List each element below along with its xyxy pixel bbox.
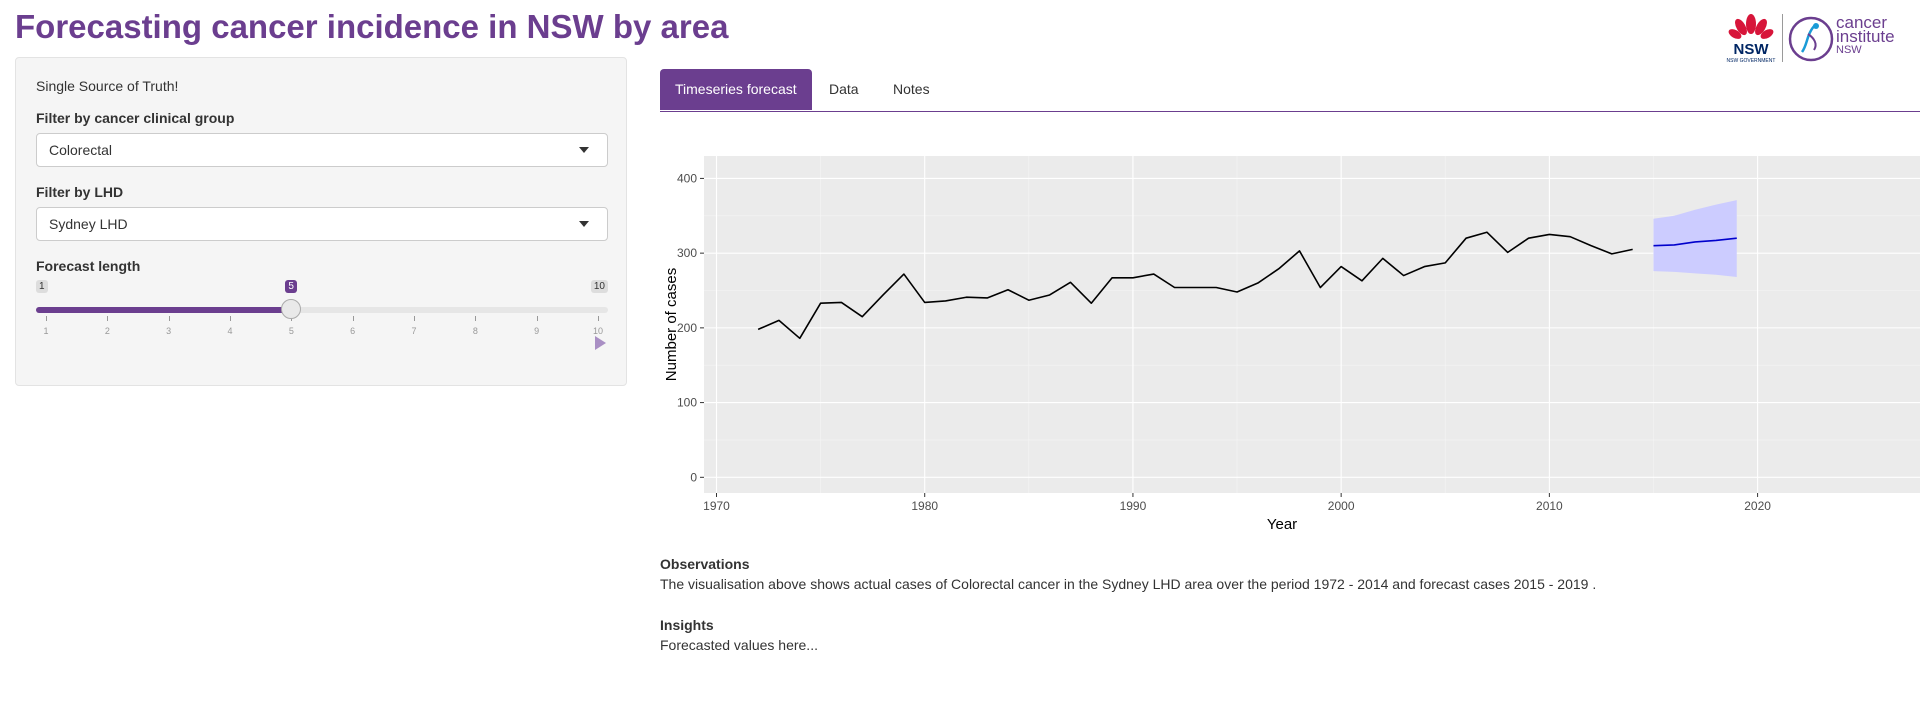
slider-handle[interactable] xyxy=(281,299,302,319)
forecast-interval-band xyxy=(1653,200,1737,278)
slider-tick xyxy=(352,316,354,321)
slider-max-label: 10 xyxy=(590,280,608,293)
sidebar-panel: Single Source of Truth! Filter by cancer… xyxy=(15,57,627,386)
y-tick-label: 400 xyxy=(677,171,697,185)
slider-tick xyxy=(107,316,109,321)
plot-panel xyxy=(704,156,1920,493)
slider-tick-label: 5 xyxy=(288,326,294,336)
slider-tick xyxy=(598,316,599,321)
slider-tick-label: 7 xyxy=(411,326,417,336)
observations-text: The visualisation above shows actual cas… xyxy=(660,576,1597,592)
slider-tick xyxy=(536,316,538,321)
chevron-down-icon xyxy=(579,147,589,153)
logo-text-line1: cancer xyxy=(1836,13,1888,32)
y-tick-label: 0 xyxy=(690,470,697,484)
logo-text-line3: NSW xyxy=(1836,44,1862,56)
y-axis-title: Number of cases xyxy=(663,268,680,381)
lhd-value: Sydney LHD xyxy=(49,216,128,232)
slider-tick-label: 6 xyxy=(350,326,356,336)
x-axis-title: Year xyxy=(1267,516,1297,533)
slider-tick-label: 10 xyxy=(592,326,603,336)
tab-notes[interactable]: Notes xyxy=(893,81,930,97)
cancer-institute-logo: cancer institute NSW xyxy=(1788,14,1912,64)
logo-divider xyxy=(1782,14,1783,62)
tab-timeseries-forecast[interactable]: Timeseries forecast xyxy=(660,69,812,110)
forecast-length-slider[interactable]: 1 10 5 1 2 3 4 5 6 7 8 9 10 xyxy=(36,280,608,360)
tab-data[interactable]: Data xyxy=(829,81,859,97)
slider-tick xyxy=(230,316,231,321)
slider-value-label: 5 xyxy=(285,280,297,293)
logo-text-line2: institute xyxy=(1836,27,1895,46)
slider-tick xyxy=(414,316,415,321)
slider-track[interactable] xyxy=(36,307,608,313)
insights-heading: Insights xyxy=(660,617,714,633)
slider-fill xyxy=(36,307,292,313)
slider-tick-label: 3 xyxy=(166,326,172,336)
actual-cases-line xyxy=(757,231,1633,340)
slider-tick-label: 2 xyxy=(104,326,110,336)
chevron-down-icon xyxy=(579,221,589,227)
slider-tick xyxy=(46,316,47,321)
forecast-chart-svg: 1970 1980 1990 2000 2010 2020 0 100 200 300 400 Yea… xyxy=(663,156,1920,533)
page-title: Forecasting cancer incidence in NSW by a… xyxy=(15,8,729,45)
forecast-length-label: Forecast length xyxy=(36,258,141,274)
slider-tick-label: 1 xyxy=(43,326,49,336)
slider-tick xyxy=(168,316,170,321)
forecast-chart: 1970 1980 1990 2000 2010 2020 0 100 200 300 400 Yea… xyxy=(660,150,1920,540)
play-animation-icon[interactable] xyxy=(595,336,606,350)
x-tick-label: 1970 xyxy=(703,499,730,513)
lhd-label: Filter by LHD xyxy=(36,184,124,200)
cancer-group-select[interactable]: Colorectal xyxy=(36,133,608,167)
x-tick-label: 2010 xyxy=(1536,499,1563,513)
x-tick-label: 1990 xyxy=(1120,499,1147,513)
slider-min-label: 1 xyxy=(36,280,48,293)
slider-tick-label: 9 xyxy=(534,326,540,336)
cancer-group-label: Filter by cancer clinical group xyxy=(36,110,235,126)
x-tick-label: 2020 xyxy=(1744,499,1771,513)
y-tick-label: 200 xyxy=(677,321,697,335)
lhd-select[interactable]: Sydney LHD xyxy=(36,207,608,241)
cancer-group-value: Colorectal xyxy=(49,142,113,158)
svg-text:NSW: NSW xyxy=(1734,41,1770,58)
slider-tick-label: 4 xyxy=(227,326,233,336)
svg-text:NSW GOVERNMENT: NSW GOVERNMENT xyxy=(1727,58,1776,64)
x-tick-label: 2000 xyxy=(1328,499,1355,513)
slider-tick-label: 8 xyxy=(472,326,478,336)
slider-tick xyxy=(475,316,477,321)
tab-bar: Timeseries forecast Data Notes xyxy=(660,69,1920,112)
y-tick-label: 100 xyxy=(677,396,697,410)
x-tick-label: 1980 xyxy=(911,499,938,513)
observations-heading: Observations xyxy=(660,556,750,572)
nsw-government-logo: NSW NSW GOVERNMENT xyxy=(1725,12,1777,64)
forecast-line xyxy=(1653,237,1737,247)
insights-text: Forecasted values here... xyxy=(660,637,818,653)
sidebar-note: Single Source of Truth! xyxy=(36,78,179,94)
y-tick-label: 300 xyxy=(677,246,697,260)
